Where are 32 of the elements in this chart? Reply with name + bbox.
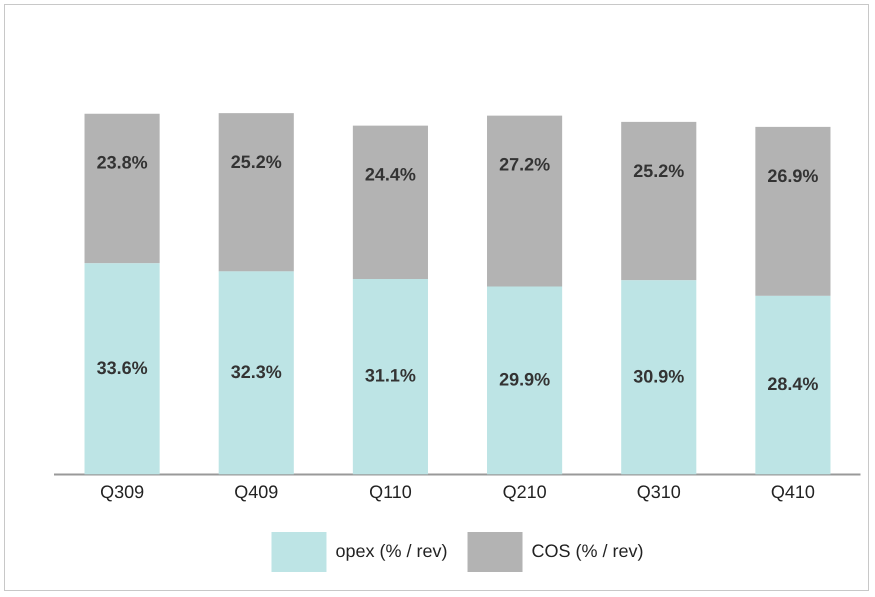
data-label: 24.4%: [364, 164, 416, 185]
bar: [755, 126, 830, 296]
bar: [755, 296, 830, 474]
bar: [352, 278, 428, 474]
x-tick-label: Q310: [636, 482, 681, 502]
data-label: 29.9%: [499, 369, 550, 390]
bar: [487, 116, 562, 287]
bar: [84, 114, 160, 264]
bar: [352, 126, 428, 279]
bar: [621, 122, 696, 280]
x-tick-label: Q409: [234, 482, 278, 502]
data-label: 30.9%: [633, 366, 684, 386]
data-label: 25.2%: [633, 160, 684, 181]
bar: [621, 280, 696, 474]
data-label: 27.2%: [499, 154, 550, 175]
x-tick-label: Q110: [369, 482, 412, 502]
data-label: 32.3%: [230, 362, 282, 382]
legend-label: COS (% / rev): [532, 540, 644, 561]
bar: [218, 271, 294, 474]
bar: [84, 263, 160, 474]
data-label: 33.6%: [96, 358, 148, 378]
data-label: 23.8%: [96, 152, 148, 173]
data-label: 31.1%: [364, 366, 416, 386]
bar: [218, 113, 294, 272]
data-label: 26.9%: [767, 166, 818, 186]
bar: [487, 286, 562, 474]
data-label: 25.2%: [230, 152, 282, 172]
data-label: 28.4%: [767, 374, 818, 394]
x-tick-label: Q309: [100, 482, 144, 502]
legend-label: opex (% / rev): [335, 540, 448, 561]
x-tick-label: Q210: [502, 482, 547, 502]
x-tick-label: Q410: [770, 482, 815, 502]
